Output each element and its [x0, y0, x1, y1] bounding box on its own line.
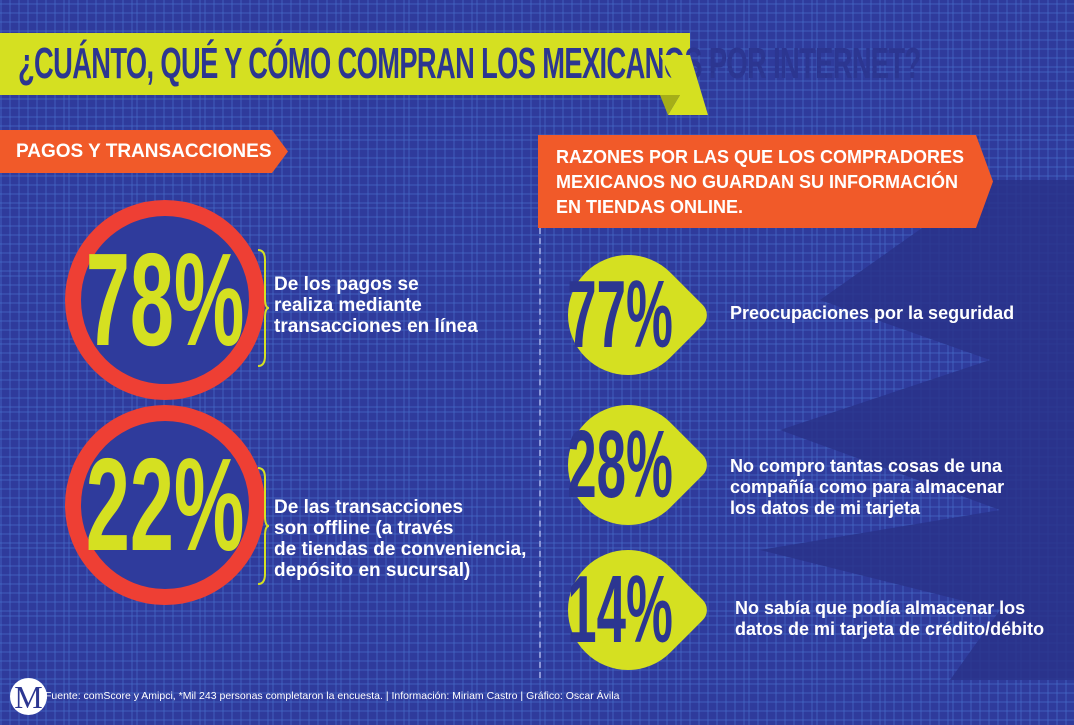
- page-title: ¿CUÁNTO, QUÉ Y CÓMO COMPRAN LOS MEXICANO…: [0, 33, 921, 95]
- stat-circle-22: 22%: [65, 405, 265, 605]
- brace-icon: [257, 467, 270, 585]
- section-label-payments: PAGOS Y TRANSACCIONES: [0, 130, 288, 173]
- stat-description: No compro tantas cosas de una compañía co…: [730, 456, 1005, 518]
- stat-value: 14%: [567, 556, 673, 663]
- stat-description: De las transacciones son offline (a travé…: [274, 497, 527, 581]
- stat-value: 22%: [85, 431, 245, 578]
- publisher-logo: M: [10, 678, 47, 715]
- decorative-swoosh: [760, 180, 1074, 680]
- stat-circle-78: 78%: [65, 200, 265, 400]
- stat-value: 28%: [567, 411, 673, 518]
- stat-value: 78%: [85, 226, 245, 373]
- divider: [539, 228, 541, 678]
- stat-value: 77%: [567, 261, 673, 368]
- stat-description: De los pagos se realiza mediante transacci…: [274, 274, 478, 337]
- footer-credits: Fuente: comScore y Amipci, *Mil 243 pers…: [45, 690, 620, 702]
- section-label-reasons: RAZONES POR LAS QUE LOS COMPRADORES MEXI…: [538, 135, 993, 228]
- stat-description: No sabía que podía almacenar los datos de…: [735, 598, 1045, 639]
- ribbon-fold: [660, 55, 708, 115]
- brace-icon: [257, 249, 270, 367]
- stat-description: Preocupaciones por la seguridad: [730, 303, 1015, 323]
